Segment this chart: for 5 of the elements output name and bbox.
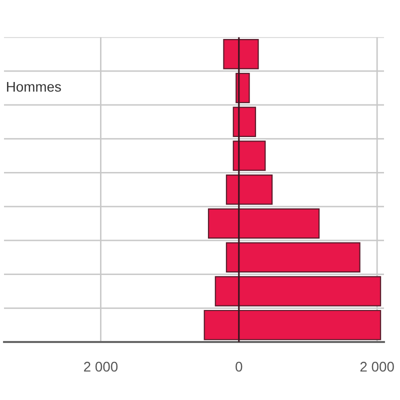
bar [238, 72, 250, 104]
x-tick-label: 2 000 [360, 362, 394, 372]
x-tick-label: 0 [236, 362, 242, 372]
x-tick-label: 2 000 [84, 362, 118, 372]
annotation: Hommes [7, 82, 61, 92]
